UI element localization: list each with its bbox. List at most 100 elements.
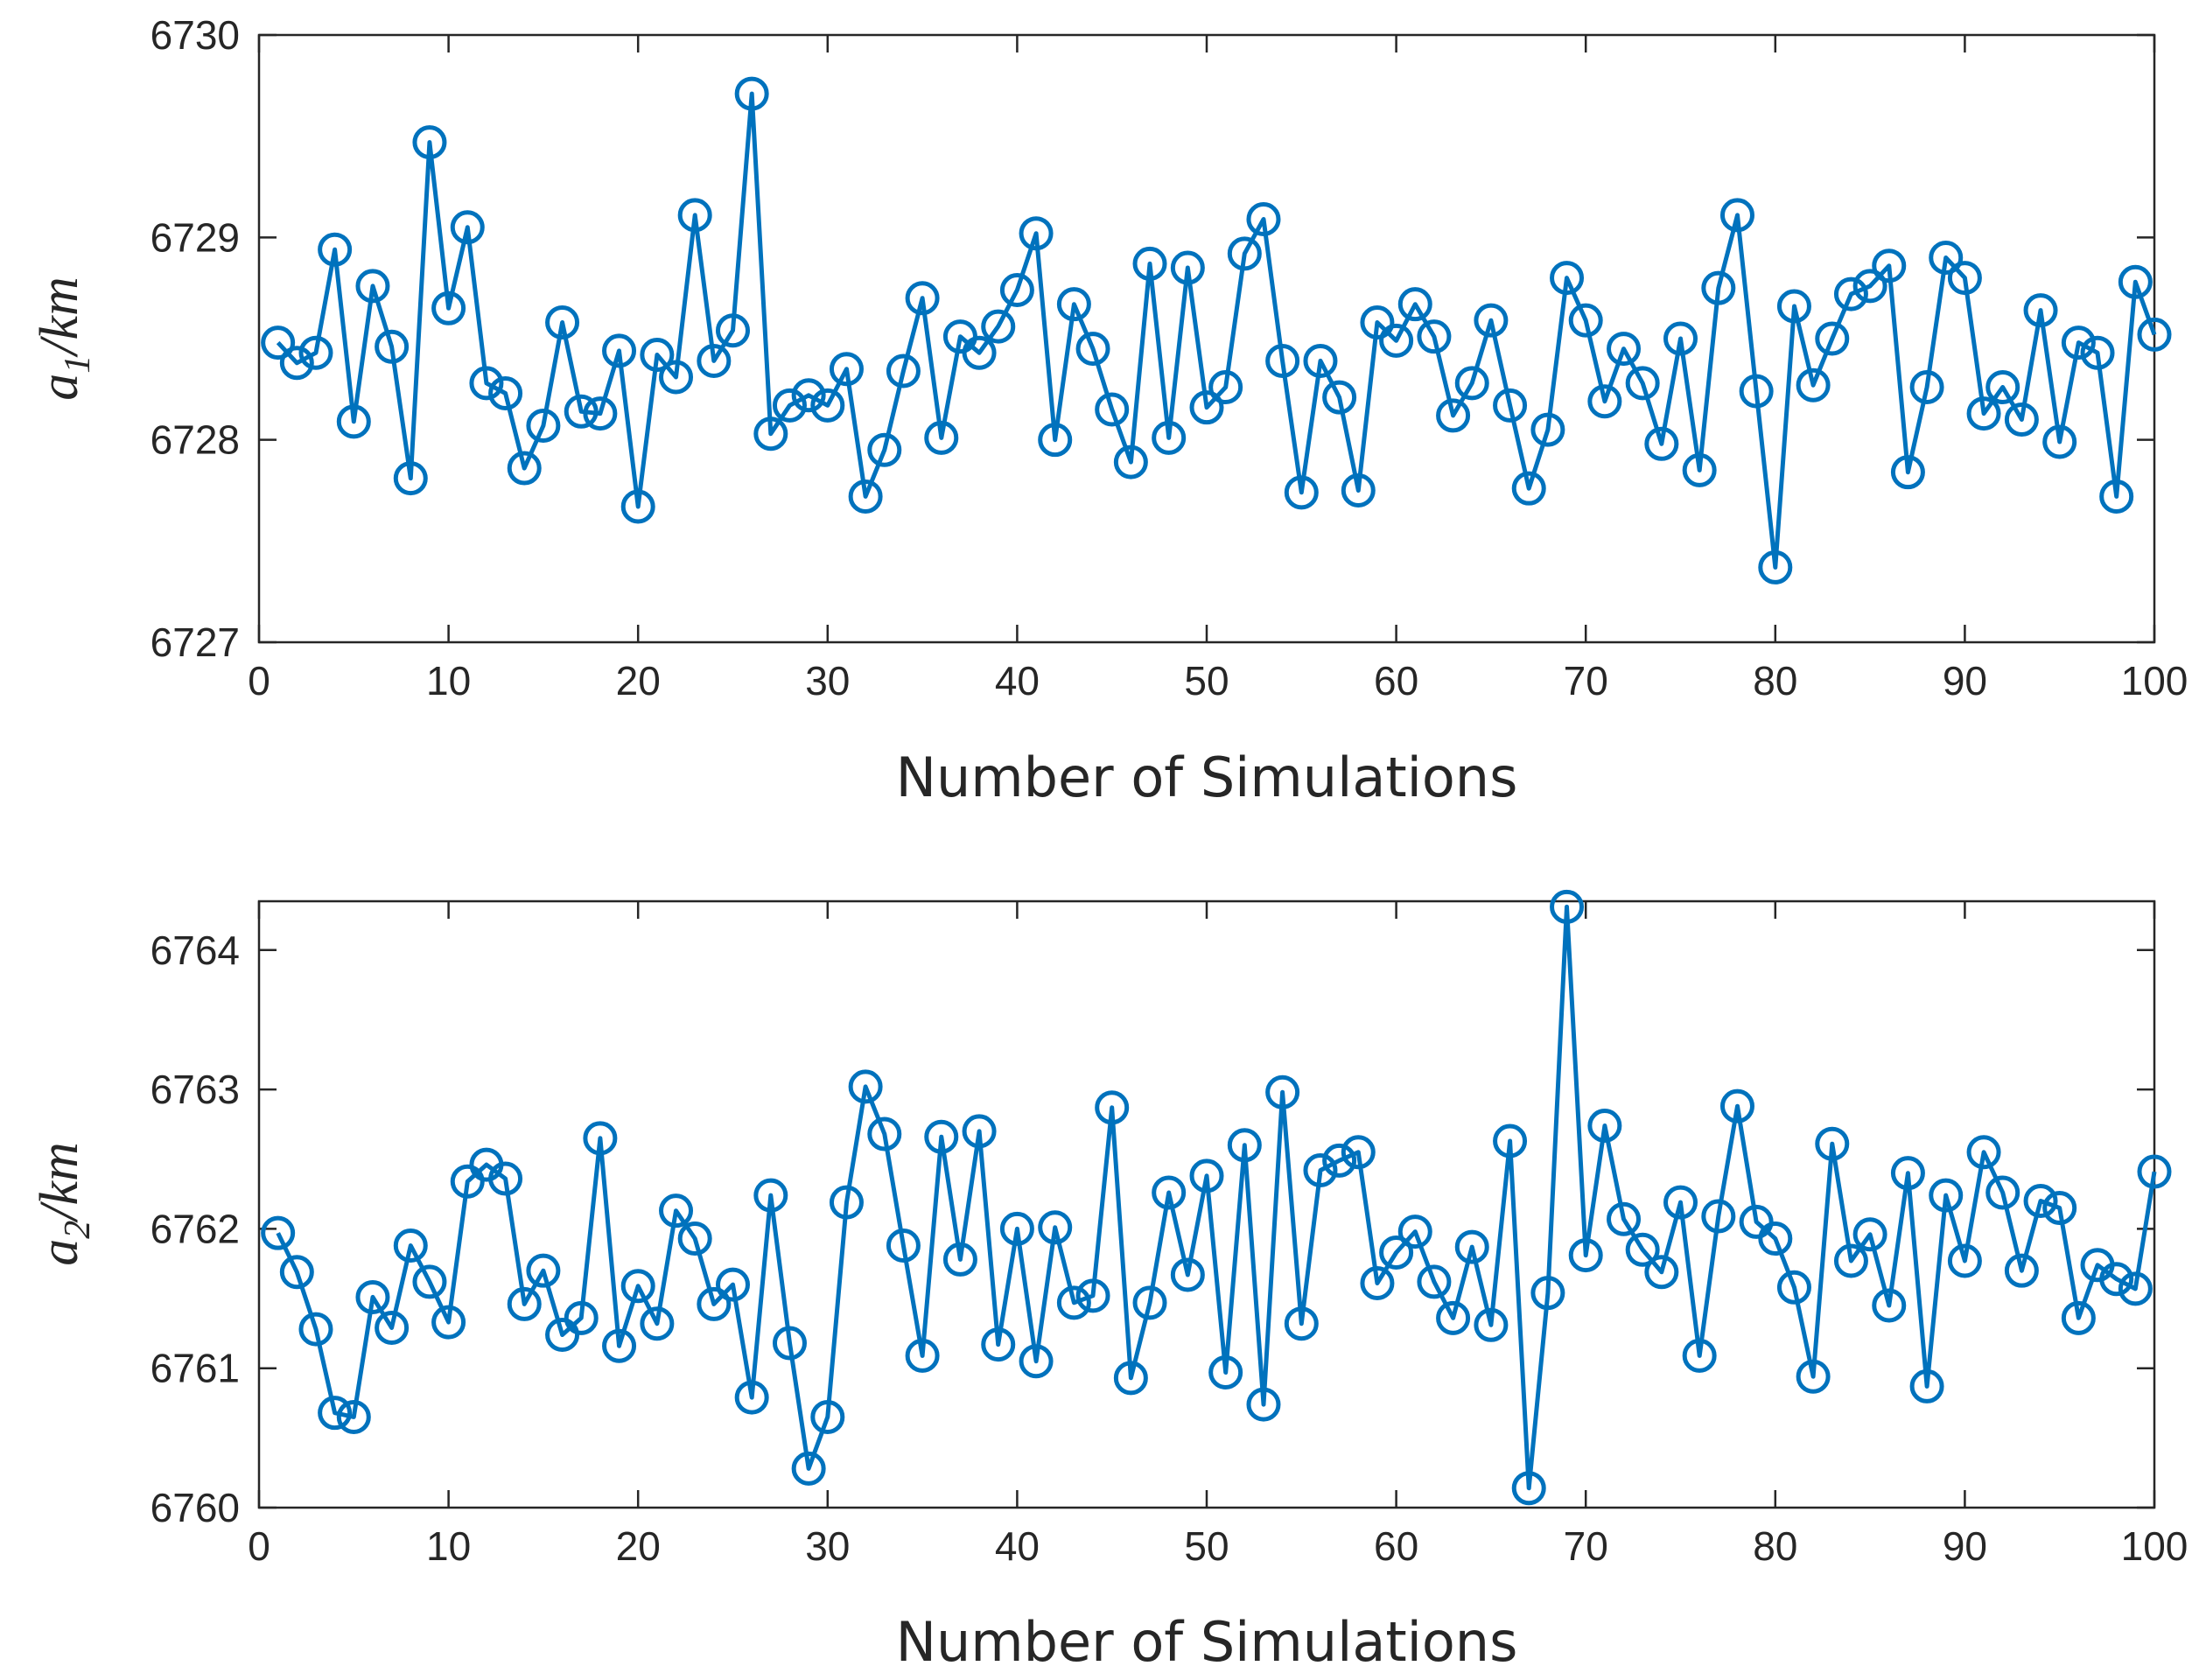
y-axis-label-unit: /km xyxy=(30,276,89,358)
data-point xyxy=(697,343,732,378)
series-line xyxy=(276,904,2157,1491)
data-point xyxy=(1682,1338,1717,1373)
data-point xyxy=(924,420,959,455)
data-point xyxy=(1815,321,1850,356)
data-point xyxy=(1872,248,1907,284)
data-point xyxy=(1701,1199,1736,1234)
data-point xyxy=(1284,1306,1319,1341)
data-point xyxy=(1341,473,1376,508)
data-point xyxy=(2099,479,2134,514)
data-point xyxy=(1227,1128,1262,1163)
data-point xyxy=(1397,287,1432,322)
data-point xyxy=(1208,1354,1243,1390)
data-point xyxy=(318,232,353,267)
data-point xyxy=(753,1178,788,1213)
y-tick-label: 6763 xyxy=(151,1067,240,1112)
y-tick-label: 6762 xyxy=(151,1206,240,1251)
data-point xyxy=(431,290,466,326)
data-point xyxy=(2061,1300,2096,1335)
data-point xyxy=(526,1253,561,1288)
data-point xyxy=(1246,202,1281,237)
data-point xyxy=(1776,289,1811,324)
y-tick-label: 6728 xyxy=(151,417,240,463)
data-point xyxy=(1075,1278,1110,1313)
data-point xyxy=(1550,261,1585,296)
data-point xyxy=(1454,366,1489,401)
data-point xyxy=(564,394,599,429)
x-tick-label: 90 xyxy=(1943,1523,1987,1569)
data-point xyxy=(393,1228,428,1263)
data-point xyxy=(1966,1135,2001,1170)
data-point xyxy=(1985,1175,2020,1210)
data-point xyxy=(1663,1185,1698,1220)
data-point xyxy=(620,1269,655,1304)
x-axis-label: Number of Simulations xyxy=(896,1610,1518,1674)
data-point xyxy=(2023,293,2058,328)
data-point xyxy=(2042,1190,2077,1225)
x-tick-label: 100 xyxy=(2121,658,2188,704)
data-point xyxy=(1568,303,1603,338)
x-tick-label: 30 xyxy=(805,1523,850,1569)
data-point xyxy=(318,1396,353,1431)
data-point xyxy=(942,1242,977,1277)
data-point xyxy=(1719,1088,1754,1124)
data-point xyxy=(1852,1217,1887,1252)
data-point xyxy=(1303,1152,1338,1187)
data-point xyxy=(1397,1214,1432,1250)
data-point xyxy=(1265,343,1300,378)
data-point xyxy=(1360,304,1395,340)
data-point xyxy=(791,378,826,413)
data-point xyxy=(279,1255,314,1290)
data-point xyxy=(507,1286,542,1321)
y-axis-label-subscript: 1 xyxy=(58,355,98,374)
data-point xyxy=(962,335,997,370)
data-point xyxy=(1607,1201,1642,1236)
y-axis-label-main: a xyxy=(30,374,89,401)
data-point xyxy=(1568,1238,1603,1273)
x-tick-label: 30 xyxy=(805,658,850,704)
data-point xyxy=(1303,343,1338,378)
data-point xyxy=(2023,1184,2058,1219)
data-point xyxy=(620,489,655,524)
data-point xyxy=(1739,374,1774,409)
data-point xyxy=(1530,412,1565,447)
data-point xyxy=(1056,287,1091,322)
data-point xyxy=(1796,368,1831,402)
data-point xyxy=(1947,261,1982,296)
data-point xyxy=(1966,396,2001,431)
data-point xyxy=(1322,1143,1357,1178)
data-point xyxy=(1360,1266,1395,1301)
data-point xyxy=(488,375,523,410)
x-tick-label: 40 xyxy=(995,658,1040,704)
data-point xyxy=(507,451,542,486)
data-point xyxy=(791,1451,826,1486)
x-tick-label: 90 xyxy=(1943,658,1987,704)
data-point xyxy=(1474,1307,1509,1342)
data-point xyxy=(1815,1126,1850,1161)
series-markers xyxy=(261,889,2172,1506)
data-point xyxy=(1341,1135,1376,1170)
x-ticks: 0 10 20 30 40 50 60 70 80 90 100 xyxy=(248,901,2188,1569)
data-point xyxy=(905,1338,940,1373)
data-point xyxy=(1833,1243,1868,1278)
data-point xyxy=(867,1116,902,1152)
data-point xyxy=(1530,1276,1565,1311)
data-point xyxy=(1208,370,1243,405)
x-tick-label: 40 xyxy=(995,1523,1040,1569)
x-tick-label: 50 xyxy=(1184,658,1229,704)
data-point xyxy=(1701,270,1736,305)
x-tick-label: 80 xyxy=(1753,658,1797,704)
data-point xyxy=(2137,317,2172,352)
data-point xyxy=(962,1114,997,1149)
data-point xyxy=(450,210,485,245)
data-point xyxy=(734,1380,769,1415)
y-tick-label: 6730 xyxy=(151,12,240,58)
y-tick-label: 6727 xyxy=(151,620,240,665)
data-point xyxy=(1095,1090,1130,1125)
y-axis-label: a1/km xyxy=(30,276,98,401)
data-point xyxy=(772,1326,807,1361)
data-point xyxy=(1019,216,1054,251)
